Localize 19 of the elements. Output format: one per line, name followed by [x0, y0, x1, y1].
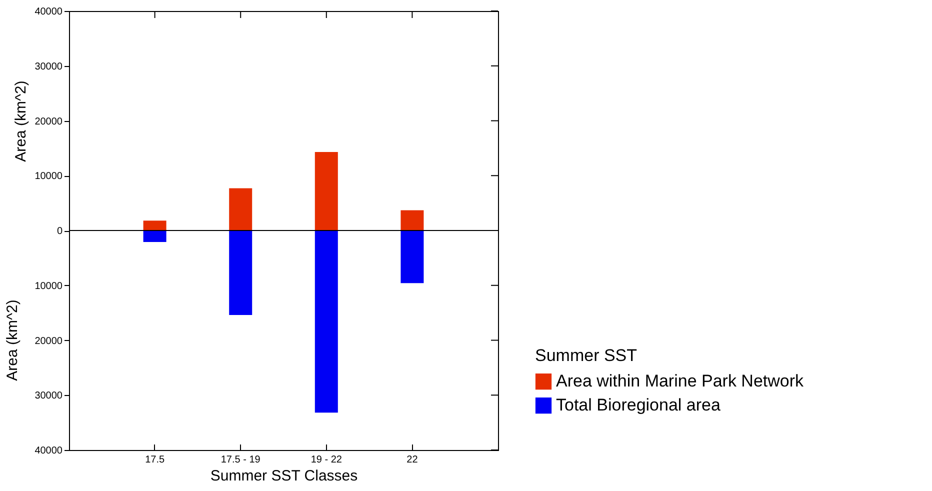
x-tick-label: 22	[406, 454, 418, 466]
x-tick-label: 17.5	[145, 454, 165, 466]
y-tick-label: 30000	[34, 390, 63, 402]
text: Area (km^2)	[4, 300, 21, 381]
y-tick-label: 20000	[34, 336, 63, 347]
y-tick-label: 0	[56, 226, 63, 237]
x-axis-title: Summer SST Classes	[210, 468, 358, 484]
legend-label: Area within Marine Park Network	[556, 372, 804, 390]
y-tick-label: 30000	[34, 61, 63, 72]
x-tick-label: 19 - 22	[310, 454, 342, 466]
legend-label: Total Bioregional area	[556, 396, 721, 414]
y-tick-label: 10000	[34, 280, 63, 292]
y-axis-title: Area (km^2)	[12, 80, 30, 162]
legend-title: Summer SST	[535, 346, 638, 365]
y-tick-label: 40000	[34, 446, 63, 456]
x-tick-label: 17.5 - 19	[220, 454, 261, 466]
y-tick-label: 20000	[34, 116, 63, 128]
y-tick-label: 40000	[34, 6, 63, 18]
y-tick-label: 10000	[34, 171, 63, 182]
